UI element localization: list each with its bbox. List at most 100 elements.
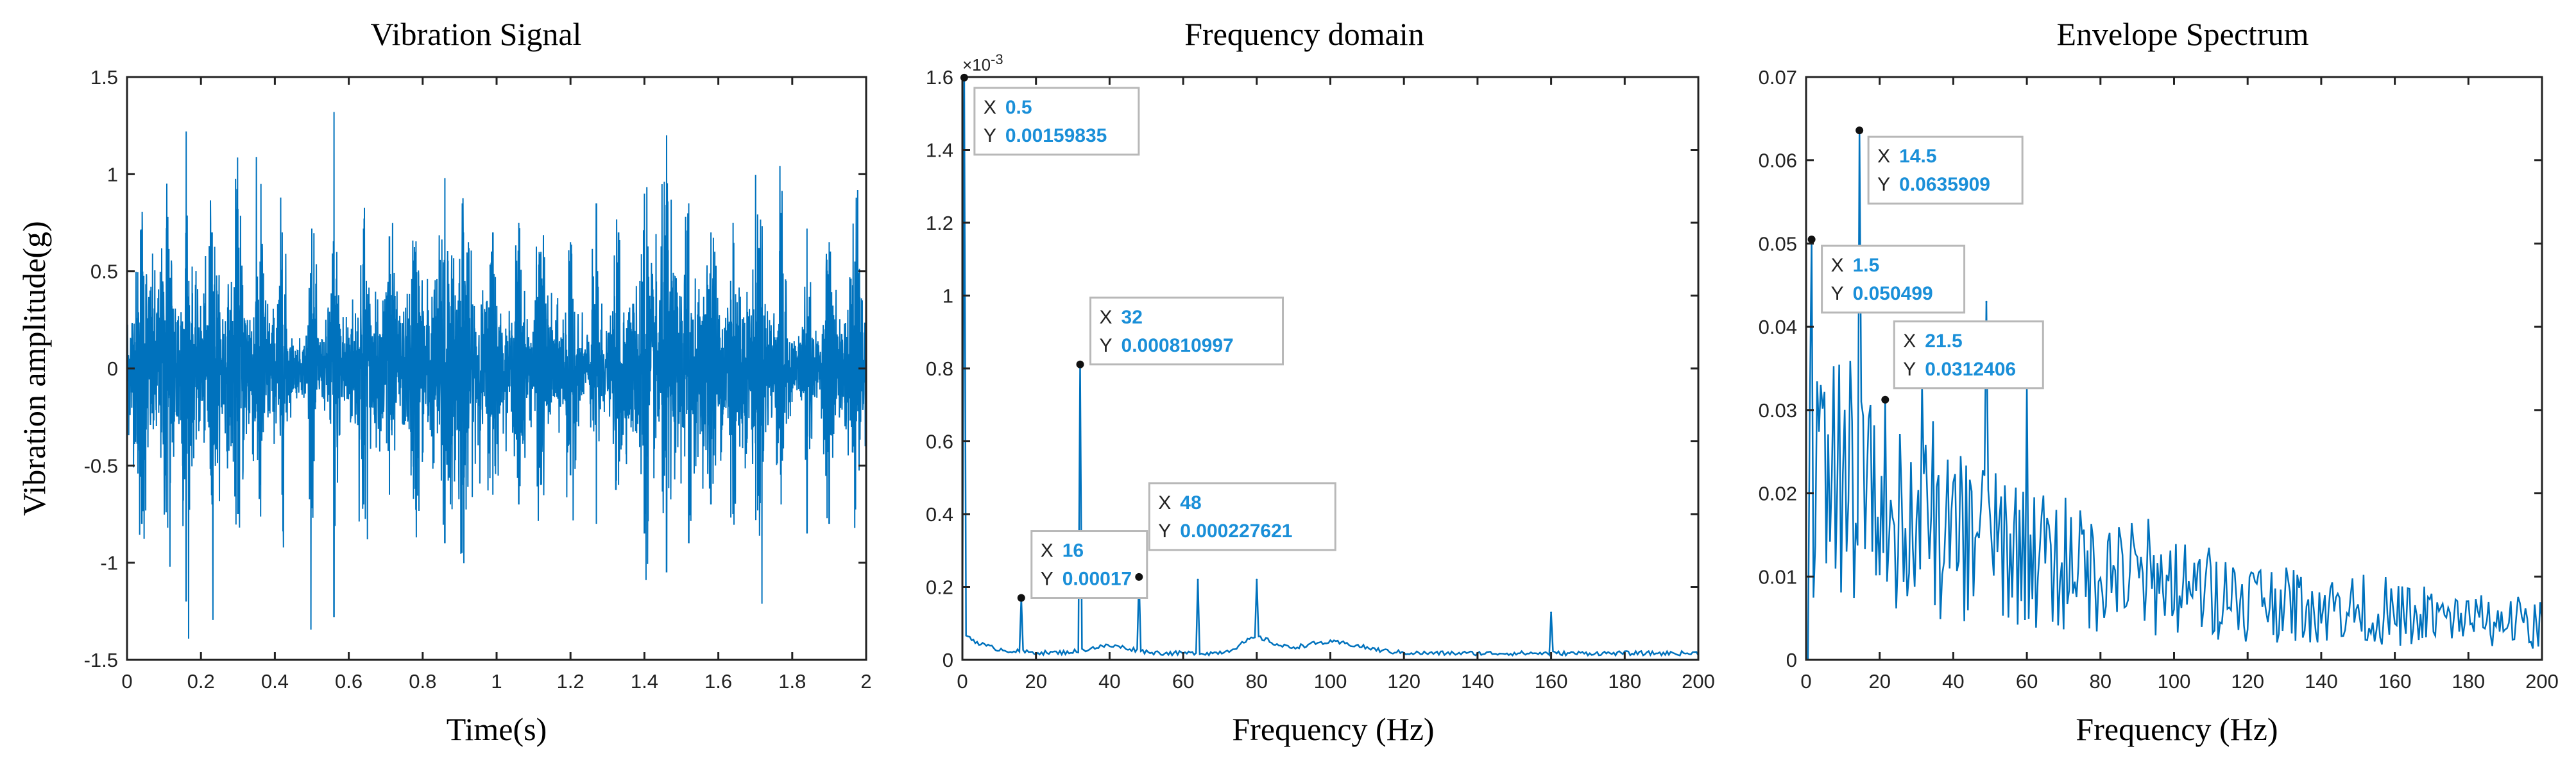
datatip-x-key: X (1100, 307, 1113, 328)
signal-trace (126, 112, 867, 639)
datatip-marker (1076, 360, 1084, 368)
datatip-y-value: 0.000810997 (1122, 335, 1234, 356)
datatip-x-key: X (1877, 146, 1890, 167)
datatip-marker (1135, 573, 1143, 581)
y-tick-label: 1 (943, 285, 953, 307)
x-tick-label: 80 (2090, 670, 2111, 693)
y-tick-label: 0.4 (926, 503, 953, 526)
datatip-y-value: 0.00159835 (1005, 125, 1107, 146)
x-tick-label: 1 (491, 670, 502, 693)
datatip-y-key: Y (1903, 359, 1916, 380)
y-axis-label: Vibration amplitude(g) (16, 221, 52, 515)
x-tick-label: 100 (2158, 670, 2191, 693)
x-tick-label: 1.6 (704, 670, 732, 693)
datatip-y-key: Y (984, 125, 996, 146)
y-tick-label: 1.4 (926, 139, 953, 162)
datatip-x-value: 0.5 (1005, 97, 1032, 118)
tick-marks: 0 20 40 60 80 100 120 140 160 180 200 0 0.01 0.02 0.03… (1759, 66, 2559, 693)
x-tick-label: 0 (121, 670, 132, 693)
x-tick-label: 0 (957, 670, 968, 693)
datatip-box (1893, 320, 2044, 390)
datatip-box (973, 87, 1140, 156)
chart-title: Vibration Signal (371, 16, 582, 52)
y-tick-label: 0.05 (1759, 232, 1797, 255)
datatip[interactable]: X 21.5 Y 0.0312406 (1881, 320, 2044, 404)
datatip-x-key: X (1041, 540, 1053, 562)
datatips: X 14.5 Y 0.0635909 X 1.5 Y 0.050499 X 21.5 Y 0.0312… (1807, 126, 2044, 404)
x-axis-label: Frequency (Hz) (2076, 711, 2278, 747)
x-tick-label: 0.4 (261, 670, 289, 693)
y-tick-label: 0.03 (1759, 399, 1797, 422)
datatip-y-value: 0.000227621 (1180, 521, 1292, 542)
datatip-marker (1855, 126, 1864, 135)
y-tick-label: 0.04 (1759, 316, 1797, 338)
x-tick-label: 180 (1608, 670, 1641, 693)
chart-title: Frequency domain (1184, 16, 1424, 52)
x-tick-label: 200 (1682, 670, 1715, 693)
chart-frequency-domain: Frequency domain 0 20 40 60 80 100 120 140 160 18… (926, 16, 1715, 747)
tick-marks: 0 20 40 60 80 100 120 140 160 180 200 0 0.2 0.4 0.6 0.8… (926, 66, 1715, 693)
datatip-y-value: 0.0635909 (1899, 174, 1990, 195)
x-tick-label: 20 (1025, 670, 1046, 693)
datatip-x-key: X (1158, 492, 1171, 513)
datatip-marker (960, 73, 968, 82)
x-axis-label: Frequency (Hz) (1232, 711, 1434, 747)
datatip[interactable]: X 14.5 Y 0.0635909 (1855, 126, 2024, 205)
x-tick-label: 0.8 (409, 670, 436, 693)
y-tick-label: 1.5 (90, 66, 118, 89)
datatip-x-value: 1.5 (1853, 255, 1880, 276)
x-tick-label: 80 (1246, 670, 1268, 693)
datatip[interactable]: X 32 Y 0.000810997 (1076, 297, 1284, 368)
datatip-box (1821, 245, 1966, 314)
datatip-x-value: 48 (1180, 492, 1201, 513)
x-tick-label: 180 (2452, 670, 2485, 693)
y-tick-label: 0.06 (1759, 150, 1797, 172)
envelope-trace (1806, 130, 2543, 661)
datatip-x-key: X (1831, 255, 1844, 276)
x-tick-label: 1.8 (778, 670, 806, 693)
y-tick-label: 0.5 (90, 261, 118, 283)
datatip-box (1867, 135, 2024, 205)
y-tick-label: -0.5 (84, 454, 118, 477)
datatip-y-key: Y (1158, 521, 1171, 542)
x-tick-label: 20 (1868, 670, 1890, 693)
y-tick-label: 0 (1786, 649, 1797, 671)
spectrum-trace (961, 77, 1700, 657)
x-tick-label: 140 (2305, 670, 2338, 693)
plot-area (1806, 129, 2543, 661)
y-tick-label: 0.07 (1759, 66, 1797, 89)
chart-vibration-signal: Vibration Signal 0 0.2 0.4 0.6 0.8 1 1.2 1.4 1.6… (16, 16, 872, 747)
datatip[interactable]: X 1.5 Y 0.050499 (1807, 235, 1966, 314)
spectrum-peak (1256, 578, 1258, 581)
datatip-x-key: X (984, 97, 996, 118)
envelope-peak (1985, 300, 1988, 303)
x-tick-label: 140 (1461, 670, 1494, 693)
datatip-y-value: 0.00017 (1062, 569, 1132, 590)
datatip-y-key: Y (1041, 569, 1053, 590)
x-tick-label: 160 (2378, 670, 2412, 693)
datatip[interactable]: X 0.5 Y 0.00159835 (960, 73, 1140, 156)
x-tick-label: 0.2 (187, 670, 215, 693)
datatip[interactable]: X 48 Y 0.000227621 (1135, 482, 1336, 581)
y-tick-label: 0 (943, 649, 953, 671)
y-tick-label: 0.6 (926, 431, 953, 453)
spectrum-peak (1197, 578, 1199, 581)
datatip-x-value: 32 (1122, 307, 1143, 328)
y-tick-label: -1.5 (84, 649, 118, 671)
y-tick-label: 1.6 (926, 66, 953, 89)
x-tick-label: 0 (1800, 670, 1811, 693)
datatip-y-value: 0.050499 (1853, 283, 1933, 304)
x-tick-label: 40 (1942, 670, 1964, 693)
x-tick-label: 2 (860, 670, 871, 693)
y-tick-label: 0.01 (1759, 565, 1797, 588)
x-tick-label: 160 (1535, 670, 1568, 693)
x-tick-label: 120 (2231, 670, 2264, 693)
datatip-y-key: Y (1877, 174, 1890, 195)
spectrum-peak (1550, 611, 1553, 614)
datatip[interactable]: X 16 Y 0.00017 (1017, 530, 1148, 602)
x-tick-label: 0.6 (335, 670, 363, 693)
x-tick-label: 60 (2016, 670, 2038, 693)
x-tick-label: 60 (1172, 670, 1194, 693)
y-tick-label: 0.02 (1759, 483, 1797, 505)
y-exponent-label: ×10-3 (962, 51, 1003, 74)
